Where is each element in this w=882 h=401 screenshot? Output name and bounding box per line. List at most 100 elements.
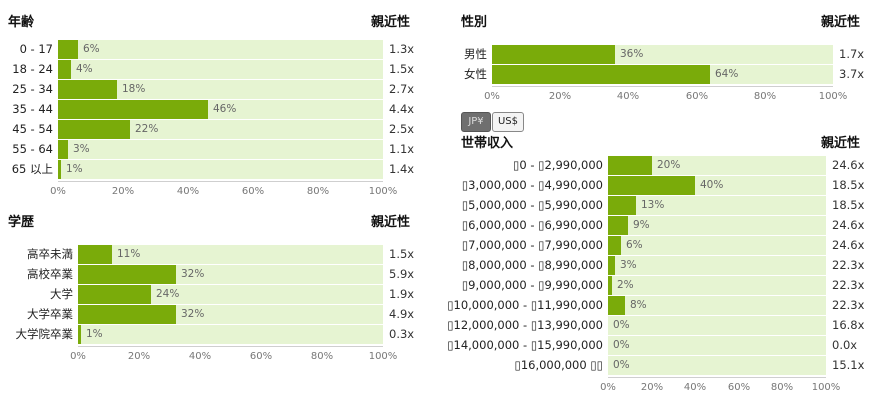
education-row: 高校卒業 32% 5.9x <box>27 265 414 284</box>
education-bar-fill <box>78 285 151 304</box>
education-bar-track <box>78 245 383 264</box>
income-row: ▯16,000,000 ▯▯ 0% 15.1x <box>515 356 864 375</box>
age-bar-fill <box>58 160 61 179</box>
income-row-label: ▯0 - ▯2,990,000 <box>513 158 603 172</box>
income-bar-percent: 8% <box>630 299 647 311</box>
education-row-affinity: 0.3x <box>389 327 415 341</box>
education-bar-percent: 11% <box>117 248 141 260</box>
education-bar-fill <box>78 305 176 324</box>
age-row-label: 18 - 24 <box>12 62 53 76</box>
income-row-label: ▯8,000,000 - ▯8,990,000 <box>461 258 603 272</box>
age-bar-percent: 46% <box>213 103 237 115</box>
education-x-axis: 0% 20% 40% 60% 80% 100% <box>70 346 397 362</box>
education-bar-percent: 32% <box>181 268 205 280</box>
income-axis-tick-label: 60% <box>727 382 751 393</box>
gender-bar-percent: 64% <box>715 68 739 80</box>
age-row-label: 35 - 44 <box>12 102 53 116</box>
income-bar-percent: 13% <box>641 199 665 211</box>
income-x-axis: 0% 20% 40% 60% 80% 100% <box>600 377 840 393</box>
education-bar-percent: 24% <box>156 288 180 300</box>
education-bar-percent: 1% <box>86 328 103 340</box>
age-row: 55 - 64 3% 1.1x <box>12 140 414 159</box>
income-axis-tick-label: 0% <box>600 382 616 393</box>
age-row-affinity: 1.4x <box>389 162 415 176</box>
income-row: ▯9,000,000 - ▯9,990,000 2% 22.3x <box>462 276 864 295</box>
education-axis-tick-label: 20% <box>127 351 151 362</box>
age-affinity-header: 親近性 <box>370 15 410 30</box>
income-row-label: ▯16,000,000 ▯▯ <box>514 358 604 372</box>
education-row-label: 大学卒業 <box>27 307 73 321</box>
age-bar-fill <box>58 80 117 99</box>
education-row: 大学 24% 1.9x <box>50 285 414 304</box>
income-axis-tick-label: 20% <box>640 382 664 393</box>
income-bar-track <box>608 276 826 295</box>
income-bar-percent: 0% <box>613 359 630 371</box>
income-axis-line <box>608 377 826 378</box>
age-bar-fill <box>58 100 208 119</box>
gender-axis-tick-label: 0% <box>484 91 500 102</box>
income-affinity-header: 親近性 <box>820 136 860 151</box>
age-panel-title: 年齢 <box>8 15 35 30</box>
education-axis-tick-label: 40% <box>188 351 212 362</box>
age-bar-percent: 1% <box>66 163 83 175</box>
income-row-affinity: 24.6x <box>832 238 865 252</box>
income-bar-track <box>608 216 826 235</box>
currency-jpy-button[interactable]: JP¥ <box>461 112 491 132</box>
income-bar-fill <box>608 236 621 255</box>
income-bar-percent: 20% <box>657 159 681 171</box>
education-affinity-header: 親近性 <box>370 215 410 230</box>
age-row-affinity: 2.5x <box>389 122 415 136</box>
income-row: ▯0 - ▯2,990,000 20% 24.6x <box>513 156 864 175</box>
income-axis-tick-label: 80% <box>770 382 794 393</box>
income-bar-fill <box>608 256 615 275</box>
age-bar-percent: 18% <box>122 83 146 95</box>
age-bar-track <box>58 40 383 59</box>
age-bar-fill <box>58 120 130 139</box>
income-row: ▯14,000,000 - ▯15,990,000 0% 0.0x <box>447 336 857 355</box>
income-bar-fill <box>608 196 636 215</box>
income-bar-percent: 9% <box>633 219 650 231</box>
income-bar-fill <box>608 276 612 295</box>
education-row-label: 大学 <box>50 287 73 301</box>
age-row: 65 以上 1% 1.4x <box>12 160 414 179</box>
gender-axis-tick-label: 80% <box>753 91 777 102</box>
age-x-axis: 0% 20% 40% 60% 80% 100% <box>50 181 397 197</box>
age-row-label: 25 - 34 <box>12 82 53 96</box>
education-row-affinity: 1.5x <box>389 247 415 261</box>
age-axis-tick-label: 80% <box>306 186 330 197</box>
currency-usd-button[interactable]: US$ <box>492 112 524 132</box>
income-row: ▯6,000,000 - ▯6,990,000 9% 24.6x <box>462 216 864 235</box>
age-row-label: 55 - 64 <box>12 142 53 156</box>
age-axis-tick-label: 0% <box>50 186 66 197</box>
income-row-affinity: 16.8x <box>832 318 865 332</box>
income-row-affinity: 22.3x <box>832 258 865 272</box>
gender-axis-line <box>492 86 833 87</box>
education-row-label: 大学院卒業 <box>15 327 74 341</box>
income-bar-percent: 0% <box>613 319 630 331</box>
age-axis-tick-label: 100% <box>368 186 398 197</box>
gender-bar-fill <box>492 45 615 64</box>
income-bar-track <box>608 196 826 215</box>
gender-axis-tick-label: 60% <box>685 91 709 102</box>
gender-axis-tick-label: 20% <box>548 91 572 102</box>
education-axis-tick-label: 0% <box>70 351 86 362</box>
income-row-label: ▯3,000,000 - ▯4,990,000 <box>461 178 603 192</box>
education-row-affinity: 4.9x <box>389 307 415 321</box>
age-row-affinity: 4.4x <box>389 102 415 116</box>
income-bar-fill <box>608 216 628 235</box>
income-bar-track <box>608 356 826 375</box>
income-bar-track <box>608 296 826 315</box>
gender-bar-fill <box>492 65 710 84</box>
income-axis-tick-label: 40% <box>683 382 707 393</box>
age-bar-fill <box>58 140 68 159</box>
income-row-label: ▯14,000,000 - ▯15,990,000 <box>447 338 603 352</box>
education-panel-title: 学歴 <box>8 215 35 230</box>
education-axis-line <box>78 346 383 347</box>
education-axis-tick-label: 80% <box>310 351 334 362</box>
age-row-affinity: 2.7x <box>389 82 415 96</box>
income-panel-title: 世帯収入 <box>461 136 514 151</box>
age-row-label: 65 以上 <box>11 162 53 176</box>
income-bar-track <box>608 236 826 255</box>
gender-row-affinity: 1.7x <box>839 47 865 61</box>
gender-x-axis: 0% 20% 40% 60% 80% 100% <box>484 86 847 102</box>
